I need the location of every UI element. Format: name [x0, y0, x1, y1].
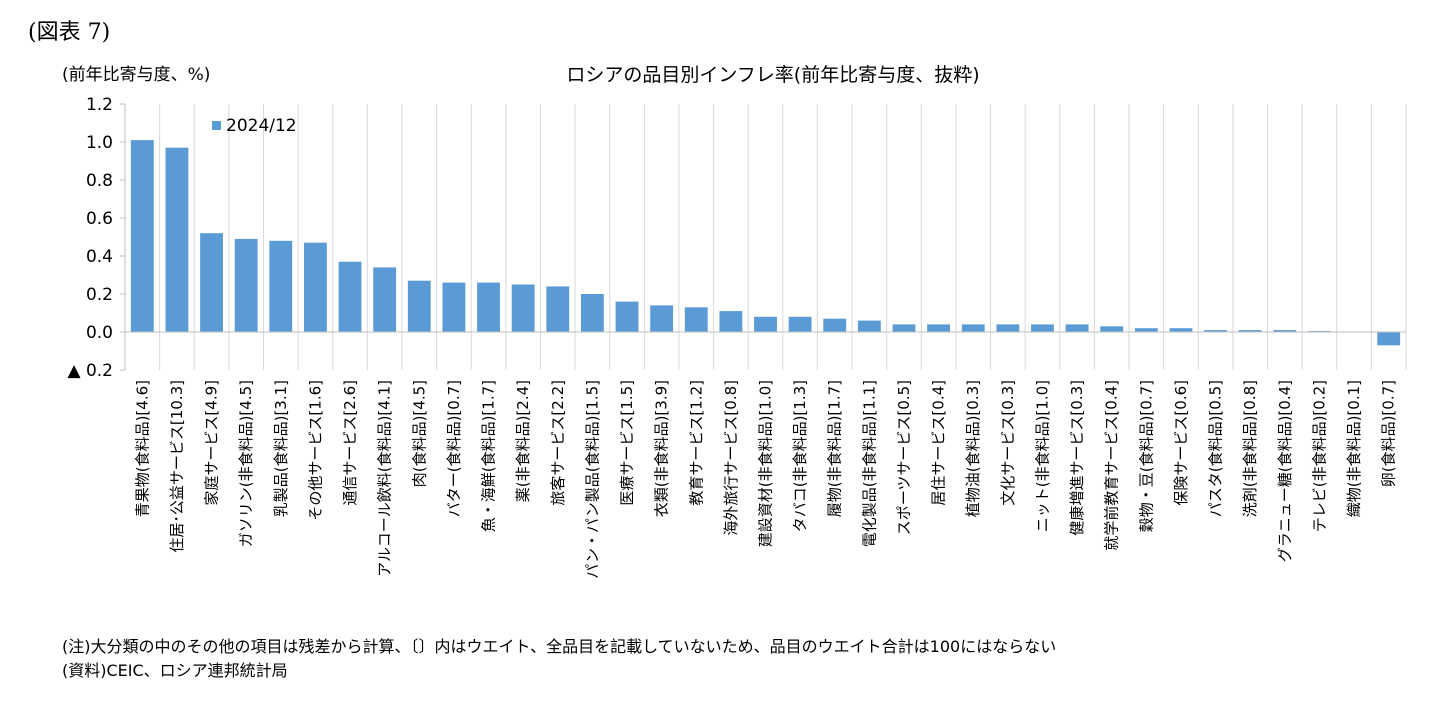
category-label: 植物油(食料品)[0.3] [964, 380, 982, 517]
bar [338, 261, 362, 332]
bar [927, 324, 951, 332]
y-tick-label: 0.8 [86, 171, 113, 191]
bar [269, 240, 293, 332]
y-tick-label: 0.2 [86, 285, 113, 305]
bar [511, 284, 535, 332]
category-label: 織物(非食料品)[0.1] [1345, 380, 1363, 517]
axes [120, 103, 1406, 371]
category-label: 衣類(非食料品)[3.9] [653, 380, 671, 517]
y-tick-label: 1.0 [86, 133, 113, 153]
y-tick-labels: 1.2 1.0 0.8 0.6 0.4 0.2 0.0 ▲ 0.2 [67, 95, 113, 381]
bar [857, 320, 881, 332]
y-tick-label: 0.6 [86, 209, 113, 229]
bar [1134, 328, 1158, 332]
category-label: 乳製品(食料品)[3.1] [272, 380, 290, 517]
category-label: 履物(非食料品)[1.7] [826, 380, 844, 517]
category-label: 健康増進サービス[0.3] [1068, 380, 1086, 536]
category-label: アルコール飲料(食料品)[4.1] [376, 380, 394, 577]
bar [1031, 324, 1054, 332]
notes: (注)大分類の中のその他の項目は残差から計算、〔〕内はウエイト、全品目を記載して… [62, 635, 1056, 683]
category-label: ガソリン(非食料品)[4.5] [237, 380, 255, 547]
bar [1169, 328, 1193, 332]
bar [200, 233, 223, 332]
category-label: パン・パン製品(食料品)[1.5] [583, 380, 601, 579]
bar [234, 238, 258, 332]
category-label: 保険サービス[0.6] [1172, 380, 1190, 506]
legend-label: 2024/12 [226, 116, 297, 136]
category-label: 就学前教育サービス[0.4] [1103, 380, 1121, 551]
legend: 2024/12 [212, 116, 297, 136]
bar [684, 307, 708, 332]
bar [1100, 326, 1124, 332]
source-text: (資料)CEIC、ロシア連邦統計局 [62, 661, 288, 680]
bar [892, 324, 916, 332]
note-text: (注)大分類の中のその他の項目は残差から計算、〔〕内はウエイト、全品目を記載して… [62, 637, 1057, 656]
category-label: パスタ(食料品)[0.5] [1207, 380, 1225, 517]
y-tick-label: 1.2 [86, 95, 113, 115]
category-labels: 青果物(食料品)[4.6] 住居･公益サービス[10.3] 家庭サービス[4.9] ガ… [133, 380, 1397, 579]
category-label: グラニュー糖(食料品)[0.4] [1276, 380, 1294, 562]
bar [580, 294, 604, 332]
y-tick-label: ▲ 0.2 [67, 361, 113, 381]
category-label: 家庭サービス[4.9] [203, 380, 221, 506]
category-label: 穀物・豆(食料品)[0.7] [1137, 380, 1155, 532]
category-label: 建設資材(非食料品)[1.0] [757, 380, 775, 547]
category-label: バター(食料品)[0.7] [445, 380, 463, 517]
y-tick-label: 0.4 [86, 247, 113, 267]
bar [754, 316, 777, 332]
grid-lines [159, 104, 1407, 370]
bars [130, 140, 1401, 346]
category-label: 通信サービス[2.6] [341, 380, 359, 506]
bar [477, 282, 500, 332]
y-tick-label: 0.0 [86, 323, 113, 343]
bar [823, 318, 847, 332]
bar [130, 140, 154, 332]
category-label: 旅客サービス[2.2] [549, 380, 567, 506]
bar [1065, 324, 1089, 332]
category-label: 海外旅行サービス[0.8] [722, 380, 740, 536]
category-label: タバコ(非食料品)[1.3] [791, 380, 809, 532]
bar [165, 147, 189, 332]
y-axis-unit-label: (前年比寄与度、%) [62, 65, 211, 85]
category-label: 文化サービス[0.3] [999, 380, 1017, 506]
bar [996, 324, 1020, 332]
category-label: 青果物(食料品)[4.6] [133, 380, 151, 517]
bar [1377, 332, 1401, 346]
bar [1238, 330, 1262, 332]
category-label: 教育サービス[1.2] [687, 380, 705, 506]
legend-swatch [212, 121, 221, 130]
category-label: 電化製品(非食料品)[1.1] [860, 380, 878, 547]
bar [1204, 330, 1228, 332]
category-label: 医療サービス[1.5] [618, 380, 636, 506]
category-label: その他サービス[1.6] [306, 380, 324, 521]
bar [442, 282, 466, 332]
bar [788, 316, 812, 332]
category-label: 薬(非食料品)[2.4] [514, 380, 532, 502]
category-label: 魚・海鮮(食料品)[1.7] [480, 380, 498, 532]
bar [373, 267, 397, 332]
bar [719, 311, 743, 332]
bar [1273, 330, 1297, 332]
category-label: テレビ(非食料品)[0.2] [1310, 380, 1328, 532]
bar [407, 280, 431, 332]
bar [650, 305, 674, 332]
bar [961, 324, 985, 332]
category-label: ニット(非食料品)[1.0] [1033, 380, 1051, 532]
category-label: 卵(食料品)[0.7] [1380, 380, 1398, 487]
category-label: 住居･公益サービス[10.3] [168, 380, 186, 553]
bar [546, 286, 570, 332]
category-label: 肉(食料品)[4.5] [410, 380, 428, 487]
category-label: 洗剤(非食料品)[0.8] [1241, 380, 1259, 517]
bar [615, 301, 639, 332]
bar [303, 242, 327, 332]
category-label: スポーツサービス[0.5] [895, 380, 913, 535]
chart-title: ロシアの品目別インフレ率(前年比寄与度、抜粋) [566, 64, 980, 86]
category-label: 居住サービス[0.4] [930, 380, 948, 506]
figure-label: (図表 7) [28, 20, 111, 45]
